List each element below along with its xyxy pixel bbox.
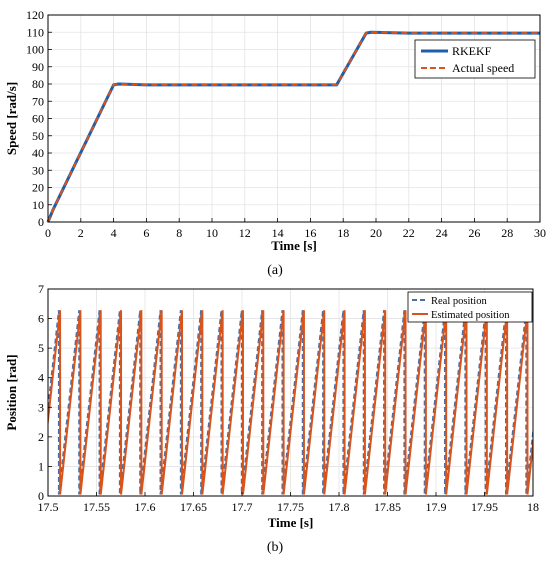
x-tick-label: 18: [527, 500, 539, 514]
x-tick-label: 2: [78, 226, 84, 240]
y-tick-label: 3: [38, 400, 44, 414]
y-tick-label: 110: [26, 25, 44, 39]
x-tick-label: 6: [143, 226, 149, 240]
x-tick-label: 14: [272, 226, 284, 240]
y-tick-label: 40: [32, 146, 44, 160]
speed-y-axis-label: Speed [rad/s]: [4, 82, 19, 155]
y-tick-label: 4: [38, 371, 44, 385]
y-tick-label: 5: [38, 341, 44, 355]
position-legend: Real position Estimated position: [407, 291, 533, 323]
speed-series: [46, 30, 540, 223]
x-tick-label: 0: [45, 226, 51, 240]
x-tick-label: 17.85: [374, 500, 401, 514]
y-tick-label: 70: [32, 94, 44, 108]
position-x-axis-label: Time [s]: [268, 515, 314, 530]
legend-label-estimated-position: Estimated position: [431, 310, 510, 321]
speed-legend-box: [414, 39, 536, 79]
y-tick-label: 10: [32, 198, 44, 212]
speed-chart: 0 2 4 6 8 10 12 14 16 18 20 22 24 26 28 300102030405060…: [4, 8, 546, 278]
x-tick-label: 20: [370, 226, 382, 240]
y-tick-label: 80: [32, 77, 44, 91]
x-tick-label: 17.55: [83, 500, 110, 514]
x-tick-label: 28: [501, 226, 513, 240]
position-series: [48, 310, 533, 495]
caption-b: (b): [267, 540, 284, 555]
y-tick-label: 20: [32, 181, 44, 195]
legend-label-rkekf: RKEKF: [452, 44, 492, 58]
x-tick-label: 4: [111, 226, 117, 240]
x-tick-label: 10: [206, 226, 218, 240]
y-tick-label: 30: [32, 163, 44, 177]
series-line-actual-speed: [47, 31, 540, 223]
x-tick-label: 8: [176, 226, 182, 240]
speed-x-axis-label: Time [s]: [271, 238, 317, 253]
y-tick-label: 90: [32, 60, 44, 74]
caption-a: (a): [267, 263, 283, 278]
y-tick-label: 0: [38, 489, 44, 503]
y-tick-label: 0: [38, 215, 44, 229]
speed-legend: RKEKF Actual speed: [414, 39, 536, 79]
series-line-real-position: [48, 310, 533, 495]
y-tick-label: 60: [32, 112, 44, 126]
y-tick-label: 7: [38, 282, 44, 296]
x-tick-label: 17.9: [426, 500, 447, 514]
speed-ticks: 0 2 4 6 8 10 12 14 16 18 20 22 24 26 28 300102030405060…: [26, 8, 546, 240]
y-tick-label: 100: [26, 43, 44, 57]
x-tick-label: 30: [534, 226, 546, 240]
x-tick-label: 17.75: [277, 500, 304, 514]
x-tick-label: 17.7: [232, 500, 253, 514]
position-legend-box: [407, 291, 533, 323]
legend-label-actual-speed: Actual speed: [452, 61, 514, 75]
position-y-axis-label: Position [rad]: [4, 354, 19, 430]
x-tick-label: 12: [239, 226, 251, 240]
x-tick-label: 24: [436, 226, 448, 240]
series-line-estimated-position: [48, 310, 533, 495]
x-tick-label: 17.95: [471, 500, 498, 514]
y-tick-label: 1: [38, 459, 44, 473]
x-tick-label: 16: [304, 226, 316, 240]
y-tick-label: 2: [38, 430, 44, 444]
x-tick-label: 17.65: [180, 500, 207, 514]
y-tick-label: 50: [32, 129, 44, 143]
x-tick-label: 17.5: [38, 500, 59, 514]
x-tick-label: 17.6: [135, 500, 156, 514]
x-tick-label: 17.8: [329, 500, 350, 514]
position-ticks: 17.5 17.55 17.6 17.65 17.7 17.75 17.8 17.85 17.9…: [38, 282, 540, 514]
x-tick-label: 22: [403, 226, 415, 240]
y-tick-label: 120: [26, 8, 44, 22]
position-chart: 17.5 17.55 17.6 17.65 17.7 17.75 17.8 17.85 17.9…: [4, 282, 540, 555]
x-tick-label: 26: [468, 226, 480, 240]
legend-label-real-position: Real position: [431, 296, 487, 307]
y-tick-label: 6: [38, 312, 44, 326]
x-tick-label: 18: [337, 226, 349, 240]
